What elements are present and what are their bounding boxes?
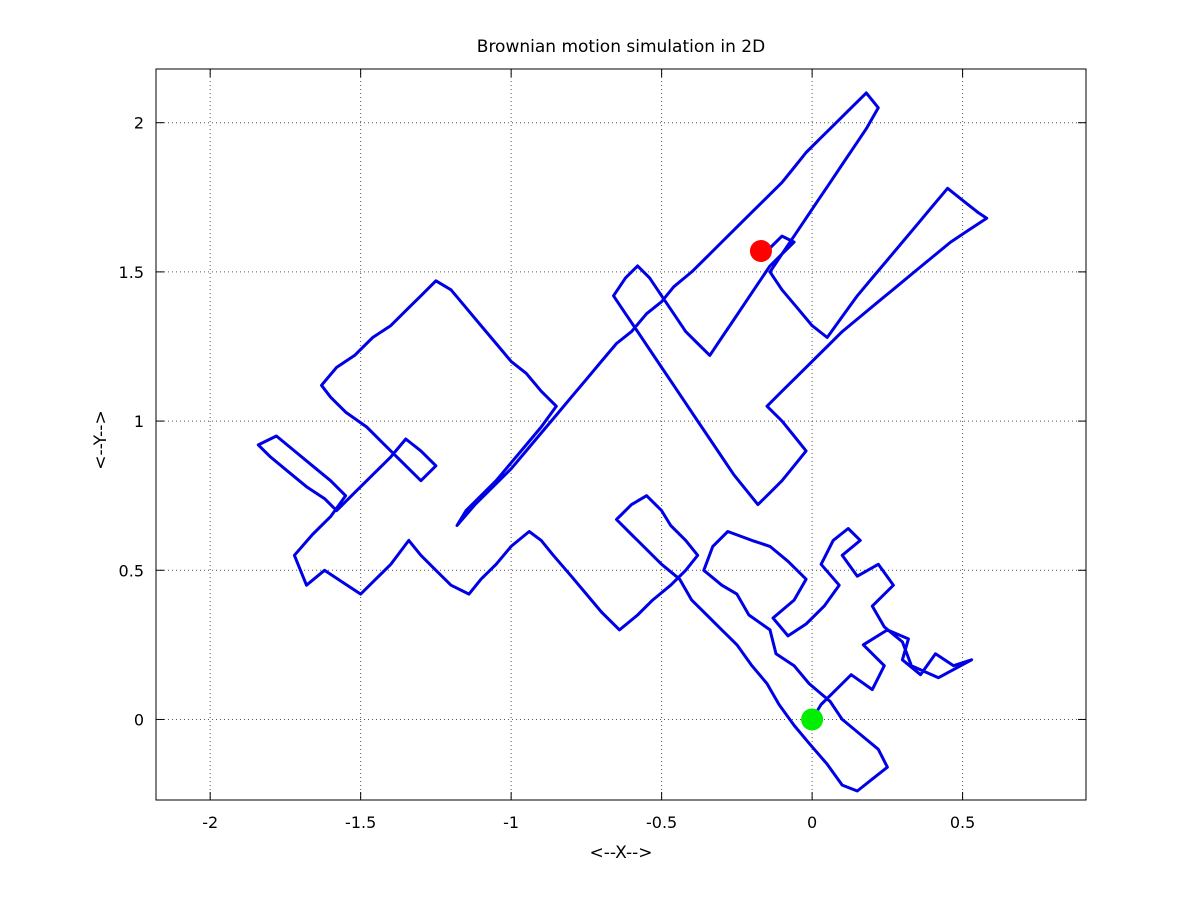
x-tick-label: -0.5 — [646, 813, 677, 832]
x-tick-label: 0 — [807, 813, 817, 832]
marker-layer — [749, 240, 824, 731]
y-tick-label: 0.5 — [119, 561, 144, 580]
start-point-marker — [801, 708, 824, 731]
x-tick-label: -1 — [503, 813, 519, 832]
axes-box — [155, 68, 1087, 801]
plot-area — [256, 91, 989, 793]
tick-labels: -2 -1.5 -1 -0.5 0 0.5 0 0.5 1 1.5 2 — [119, 114, 976, 832]
x-tick-label: 0.5 — [950, 813, 975, 832]
end-point-marker — [749, 240, 772, 263]
series-layer — [256, 91, 989, 793]
y-tick-label: 0 — [134, 710, 144, 729]
y-tick-label: 1 — [134, 412, 144, 431]
axes — [155, 68, 1087, 801]
grid-lines — [156, 69, 1086, 800]
y-axis-label: <--Y--> — [91, 410, 111, 469]
series-line — [256, 91, 989, 793]
y-tick-label: 2 — [134, 114, 144, 133]
x-tick-label: -1.5 — [345, 813, 376, 832]
x-tick-label: -2 — [202, 813, 218, 832]
chart-title: Brownian motion simulation in 2D — [477, 37, 765, 57]
x-axis-label: <--X--> — [590, 843, 653, 863]
y-tick-label: 1.5 — [119, 263, 144, 282]
